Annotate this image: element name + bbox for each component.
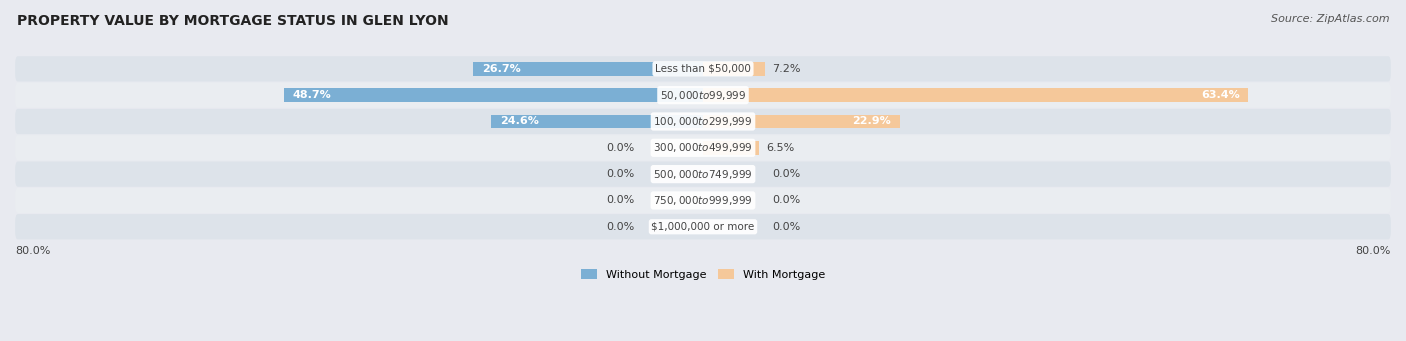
Bar bbox=[284, 88, 703, 102]
Text: $100,000 to $299,999: $100,000 to $299,999 bbox=[654, 115, 752, 128]
Text: 0.0%: 0.0% bbox=[772, 222, 800, 232]
FancyBboxPatch shape bbox=[15, 56, 1391, 81]
FancyBboxPatch shape bbox=[15, 83, 1391, 108]
Text: 80.0%: 80.0% bbox=[15, 246, 51, 256]
Bar bbox=[474, 62, 703, 76]
FancyBboxPatch shape bbox=[15, 214, 1391, 239]
Text: 0.0%: 0.0% bbox=[772, 169, 800, 179]
Text: 48.7%: 48.7% bbox=[292, 90, 332, 100]
Text: 6.5%: 6.5% bbox=[766, 143, 794, 153]
Text: $1,000,000 or more: $1,000,000 or more bbox=[651, 222, 755, 232]
Text: 0.0%: 0.0% bbox=[606, 222, 634, 232]
Text: 22.9%: 22.9% bbox=[852, 117, 891, 127]
Text: Source: ZipAtlas.com: Source: ZipAtlas.com bbox=[1271, 14, 1389, 24]
Bar bbox=[703, 141, 759, 155]
Bar bbox=[703, 115, 900, 128]
FancyBboxPatch shape bbox=[15, 135, 1391, 160]
Text: $750,000 to $999,999: $750,000 to $999,999 bbox=[654, 194, 752, 207]
Text: $500,000 to $749,999: $500,000 to $749,999 bbox=[654, 168, 752, 181]
Text: 80.0%: 80.0% bbox=[1355, 246, 1391, 256]
Bar bbox=[703, 88, 1249, 102]
Text: 0.0%: 0.0% bbox=[606, 143, 634, 153]
Bar bbox=[492, 115, 703, 128]
Text: 7.2%: 7.2% bbox=[772, 64, 800, 74]
Text: 63.4%: 63.4% bbox=[1201, 90, 1240, 100]
Text: 0.0%: 0.0% bbox=[606, 169, 634, 179]
Text: 0.0%: 0.0% bbox=[772, 195, 800, 205]
Text: 0.0%: 0.0% bbox=[606, 195, 634, 205]
Text: Less than $50,000: Less than $50,000 bbox=[655, 64, 751, 74]
Bar bbox=[703, 62, 765, 76]
FancyBboxPatch shape bbox=[15, 109, 1391, 134]
Text: $300,000 to $499,999: $300,000 to $499,999 bbox=[654, 141, 752, 154]
Text: PROPERTY VALUE BY MORTGAGE STATUS IN GLEN LYON: PROPERTY VALUE BY MORTGAGE STATUS IN GLE… bbox=[17, 14, 449, 28]
FancyBboxPatch shape bbox=[15, 188, 1391, 213]
FancyBboxPatch shape bbox=[15, 162, 1391, 187]
Text: 26.7%: 26.7% bbox=[482, 64, 520, 74]
Legend: Without Mortgage, With Mortgage: Without Mortgage, With Mortgage bbox=[576, 265, 830, 284]
Text: $50,000 to $99,999: $50,000 to $99,999 bbox=[659, 89, 747, 102]
Text: 24.6%: 24.6% bbox=[501, 117, 538, 127]
